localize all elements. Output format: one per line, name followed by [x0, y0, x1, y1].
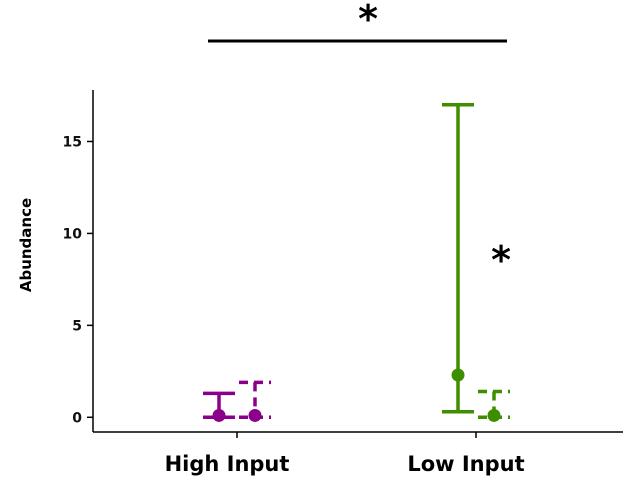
data-point — [451, 368, 465, 382]
errorbar-solid — [203, 391, 235, 422]
data-point — [212, 408, 226, 422]
y-tick-label: 0 — [72, 410, 82, 426]
low-input-significance-star: * — [491, 238, 511, 282]
significance-star-top: * — [358, 0, 378, 41]
x-category-label: High Input — [165, 452, 290, 476]
x-category-label: Low Input — [407, 452, 524, 476]
errorbar-solid — [442, 102, 474, 414]
plot-area: 0 5 10 15 High Input Low Input — [63, 90, 623, 476]
data-point — [248, 408, 262, 422]
y-axis-title: Abundance — [17, 198, 35, 292]
series-layer — [203, 102, 510, 422]
y-tick-label: 10 — [63, 226, 83, 242]
significance-bracket: * — [208, 0, 507, 43]
data-point — [487, 408, 501, 422]
x-ticks: High Input Low Input — [165, 432, 525, 476]
y-ticks: 0 5 10 15 — [63, 134, 93, 426]
errorbar-dashed — [478, 389, 510, 422]
errorbar-dashed — [239, 380, 271, 422]
y-tick-label: 15 — [63, 134, 82, 150]
y-tick-label: 5 — [72, 318, 82, 334]
